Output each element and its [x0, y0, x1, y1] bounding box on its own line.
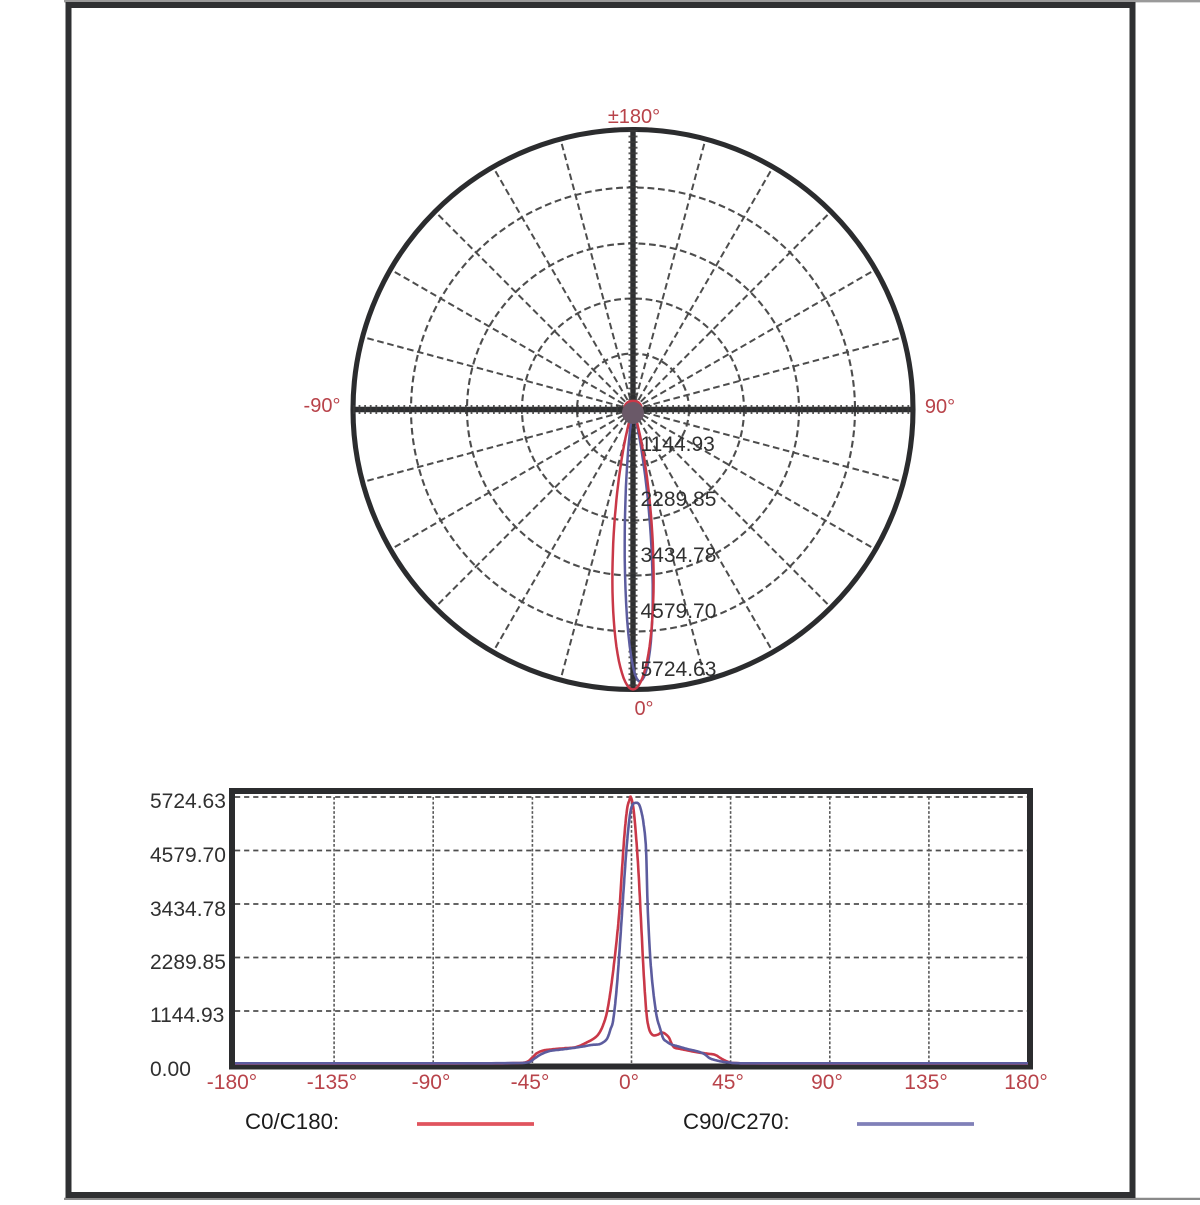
svg-text:180°: 180° — [1004, 1071, 1047, 1094]
svg-text:4579.70: 4579.70 — [641, 600, 717, 623]
svg-text:-180°: -180° — [207, 1071, 257, 1094]
svg-text:0°: 0° — [634, 698, 653, 720]
svg-text:1144.93: 1144.93 — [150, 1004, 224, 1027]
svg-text:90°: 90° — [811, 1071, 843, 1094]
svg-text:2289.85: 2289.85 — [641, 488, 717, 511]
svg-text:5724.63: 5724.63 — [150, 790, 226, 813]
svg-text:0.00: 0.00 — [150, 1058, 191, 1081]
svg-text:90°: 90° — [925, 396, 955, 418]
svg-text:135°: 135° — [904, 1071, 947, 1094]
svg-text:-45°: -45° — [511, 1071, 550, 1094]
svg-text:5724.63: 5724.63 — [641, 658, 717, 681]
svg-text:3434.78: 3434.78 — [150, 898, 226, 921]
svg-text:1144.93: 1144.93 — [641, 433, 715, 456]
svg-text:-90°: -90° — [304, 395, 341, 417]
svg-text:4579.70: 4579.70 — [150, 844, 226, 867]
svg-text:45°: 45° — [712, 1071, 744, 1094]
svg-text:±180°: ±180° — [608, 106, 660, 128]
svg-text:C90/C270:: C90/C270: — [683, 1109, 790, 1134]
svg-text:0°: 0° — [619, 1071, 639, 1094]
svg-text:-135°: -135° — [307, 1071, 357, 1094]
svg-text:3434.78: 3434.78 — [641, 544, 717, 567]
svg-text:C0/C180:: C0/C180: — [245, 1109, 339, 1134]
svg-text:-90°: -90° — [412, 1071, 451, 1094]
svg-text:2289.85: 2289.85 — [150, 951, 226, 974]
